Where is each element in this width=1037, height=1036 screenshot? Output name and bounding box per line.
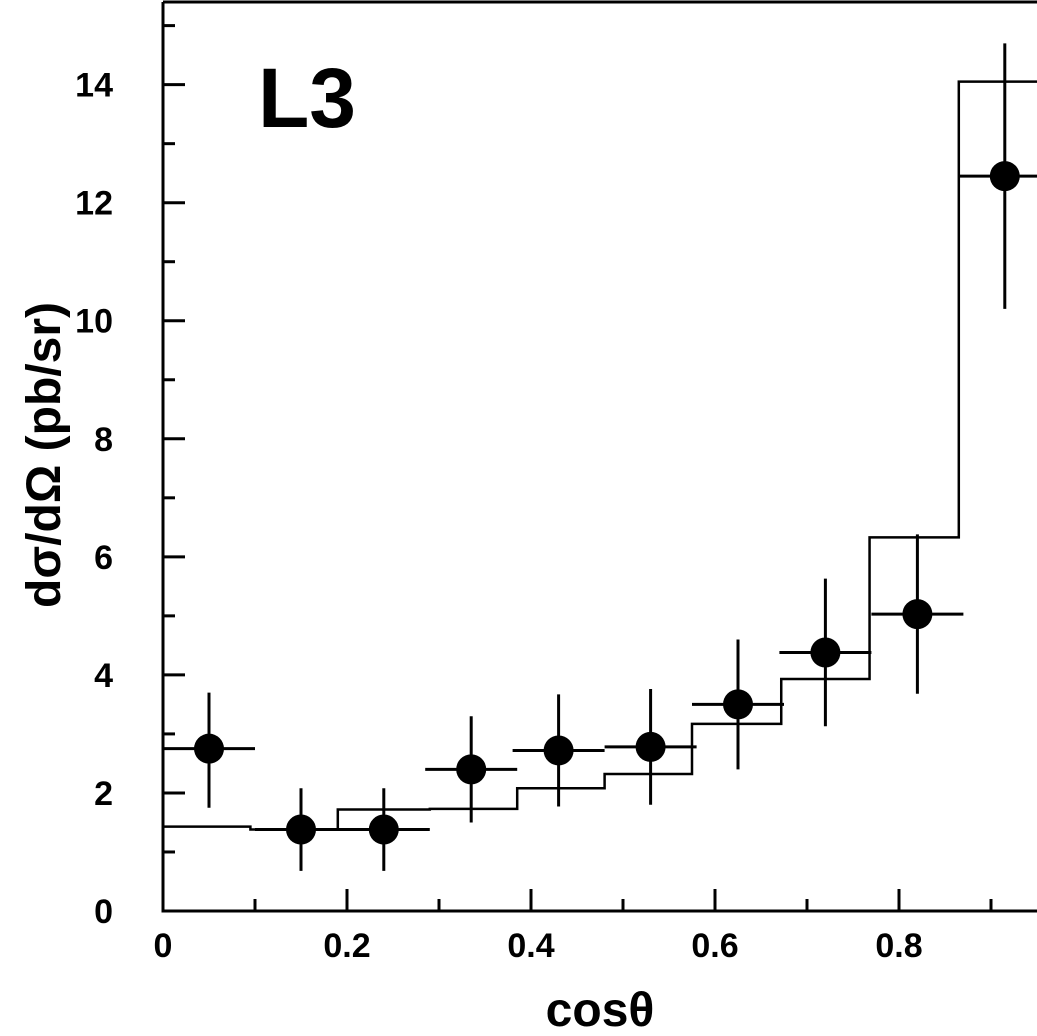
y-tick-label: 0 bbox=[94, 893, 113, 931]
x-axis-ticks: 0 0.2 0.4 0.6 0.8 bbox=[154, 889, 993, 965]
y-tick-label: 12 bbox=[75, 185, 113, 223]
data-point bbox=[456, 754, 487, 785]
y-tick-label: 6 bbox=[94, 539, 113, 577]
y-tick-label: 4 bbox=[94, 657, 113, 695]
x-tick-label: 0.4 bbox=[507, 927, 554, 965]
x-tick-label: 0.6 bbox=[691, 927, 738, 965]
x-tick-label: 0.8 bbox=[875, 927, 922, 965]
y-axis-ticks: 0 2 4 6 8 10 12 14 bbox=[75, 24, 185, 931]
x-tick-label: 0 bbox=[154, 927, 173, 965]
y-tick-label: 10 bbox=[75, 303, 113, 341]
data-point bbox=[194, 733, 224, 764]
y-tick-label: 14 bbox=[75, 67, 113, 105]
data-point bbox=[989, 161, 1020, 192]
y-tick-label: 8 bbox=[94, 421, 113, 459]
data-point bbox=[368, 814, 399, 845]
data-point bbox=[635, 731, 666, 762]
prediction-histogram-line bbox=[163, 80, 1037, 831]
y-axis-title: dσ/dΩ (pb/sr) bbox=[18, 302, 71, 608]
data-point bbox=[902, 599, 933, 630]
prediction-histogram bbox=[163, 80, 1037, 831]
experiment-label: L3 bbox=[258, 51, 356, 145]
data-point bbox=[810, 637, 841, 668]
data-point bbox=[286, 814, 316, 845]
y-tick-label: 2 bbox=[94, 775, 113, 813]
x-axis-title: cosθ bbox=[546, 984, 655, 1036]
data-points bbox=[163, 43, 1037, 871]
data-point bbox=[543, 735, 574, 766]
data-point bbox=[723, 689, 753, 720]
x-tick-label: 0.2 bbox=[323, 927, 370, 965]
